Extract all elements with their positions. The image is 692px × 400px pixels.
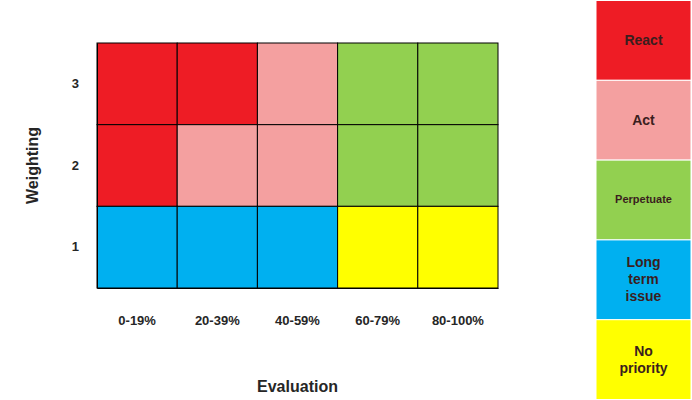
legend: React Act Perpetuate Longtermissue Nopriorit…: [596, 1, 691, 400]
legend-swatch: [596, 160, 691, 240]
tick: 3: [72, 76, 79, 91]
tick-label: 40-59%: [275, 313, 320, 328]
legend-swatch: [596, 80, 691, 160]
tick-label: 1: [72, 239, 79, 254]
tick-label: 80-100%: [432, 313, 484, 328]
cell: [177, 206, 257, 288]
cell: [97, 43, 177, 125]
tick: 20-39%: [195, 313, 240, 328]
cell: [418, 125, 498, 207]
chart: 0-19% 20-39% 40-59% 60-79% 80-100% 1 2 3 Evaluat…: [0, 0, 692, 400]
tick-label: 60-79%: [355, 313, 400, 328]
legend-swatch: [596, 320, 691, 400]
cell: [97, 125, 177, 207]
cells: [97, 43, 498, 288]
legend-label: React: [624, 32, 662, 48]
tick: 2: [72, 158, 79, 173]
tick: 1: [72, 239, 79, 254]
legend-swatch: [596, 240, 691, 320]
legend-label: Perpetuate: [615, 193, 672, 205]
tick: 0-19%: [118, 313, 156, 328]
tick-label: 20-39%: [195, 313, 240, 328]
cell: [257, 125, 337, 207]
tick: 60-79%: [355, 313, 400, 328]
x-axis: 0-19% 20-39% 40-59% 60-79% 80-100%: [98, 289, 499, 329]
cell: [338, 125, 418, 207]
x-axis-line: [98, 288, 499, 289]
legend-label: Longtermissue: [626, 254, 662, 304]
cell: [418, 206, 498, 288]
cell: [177, 125, 257, 207]
tick-label: 0-19%: [118, 313, 156, 328]
y-axis: 1 2 3: [72, 44, 98, 289]
tick-label: 3: [72, 76, 79, 91]
tick-label: 2: [72, 158, 79, 173]
tick: 80-100%: [432, 313, 484, 328]
x-axis-title: Evaluation: [257, 378, 338, 395]
cell: [257, 43, 337, 125]
legend-swatch: [596, 1, 691, 81]
y-axis-title: Weighting: [24, 127, 41, 204]
cell: [418, 43, 498, 125]
tick: 40-59%: [275, 313, 320, 328]
legend-label: Nopriority: [619, 343, 667, 376]
legend-label: Act: [632, 112, 655, 128]
cell: [338, 206, 418, 288]
cell: [338, 43, 418, 125]
cell: [257, 206, 337, 288]
cell: [177, 43, 257, 125]
cell: [97, 206, 177, 288]
y-axis-line: [97, 44, 98, 289]
